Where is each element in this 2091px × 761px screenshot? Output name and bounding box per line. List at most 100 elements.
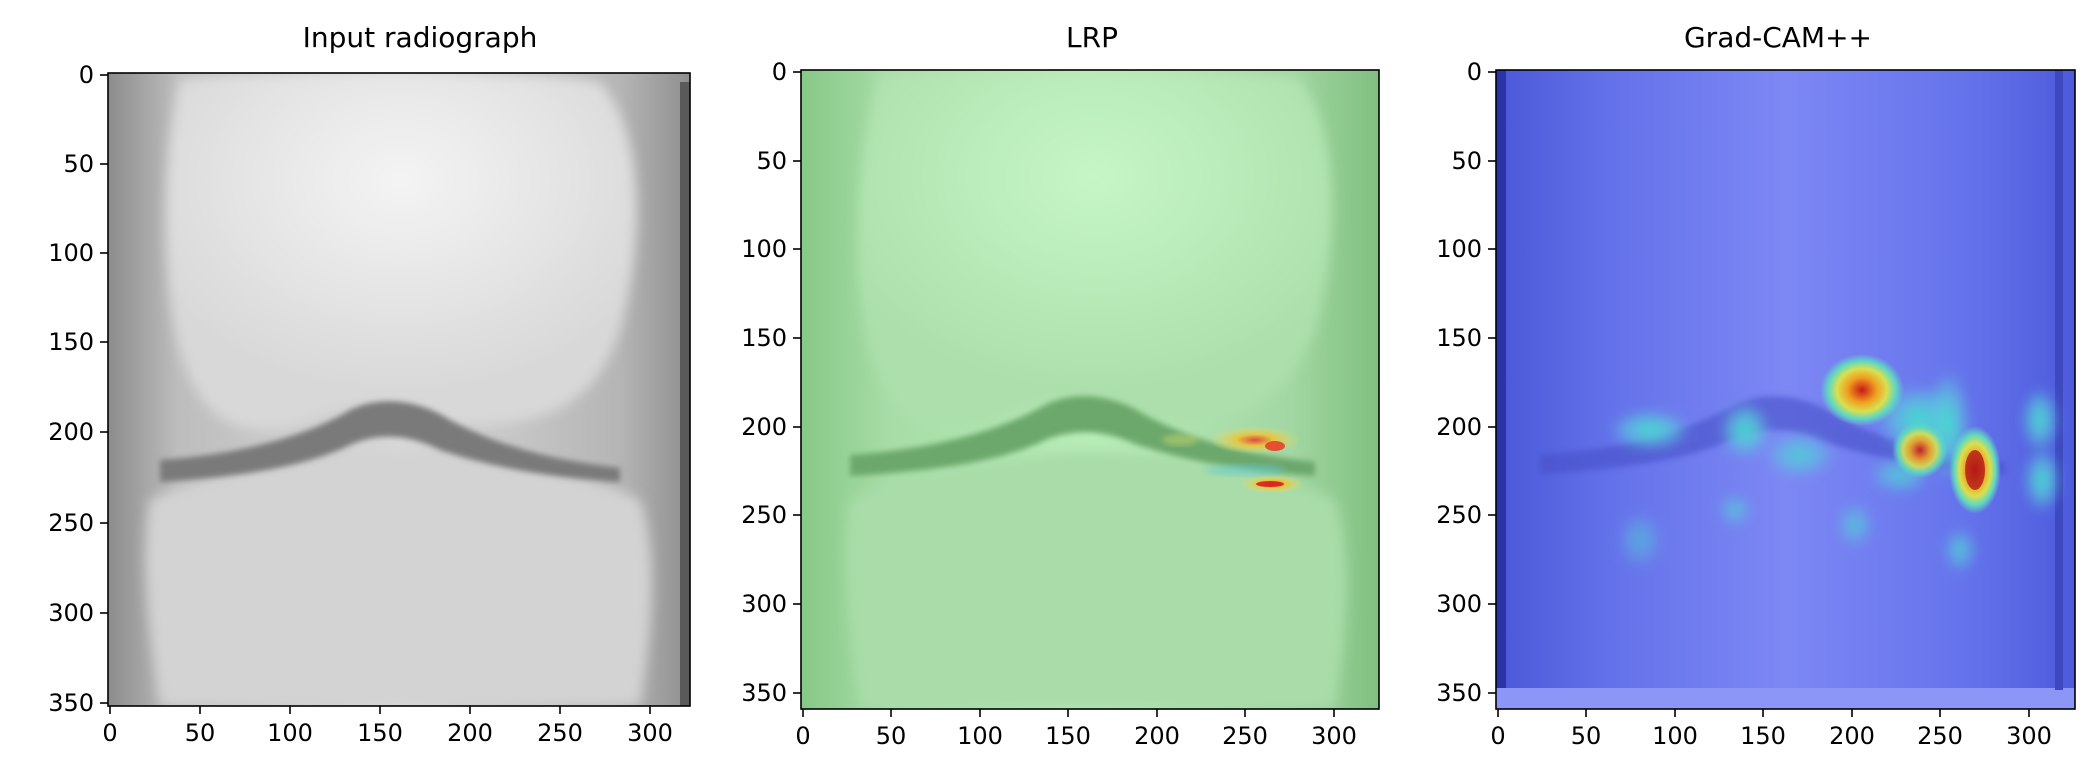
y-tick-label: 0	[79, 61, 94, 89]
y-axis: 0 50 100 150 200 250 300 350	[1436, 58, 1496, 707]
y-tick-label: 50	[63, 150, 94, 178]
y-tick-label: 300	[1436, 590, 1482, 618]
x-tick-300: 300	[2006, 709, 2052, 750]
y-tick-label: 350	[1436, 679, 1482, 707]
y-tick-250: 250	[741, 501, 801, 529]
x-axis: 0 50 100 150 200 250 300	[102, 706, 673, 747]
y-tick-label: 100	[1436, 235, 1482, 263]
x-axis: 0 50 100 150 200 250 300	[1490, 709, 2052, 750]
y-tick-200: 200	[48, 418, 108, 446]
x-tick-50: 50	[876, 709, 907, 750]
y-tick-200: 200	[741, 413, 801, 441]
x-tick-label: 50	[185, 719, 216, 747]
y-tick-0: 0	[79, 61, 108, 89]
y-tick-label: 150	[1436, 324, 1482, 352]
y-tick-label: 0	[1467, 58, 1482, 86]
y-tick-label: 50	[756, 147, 787, 175]
y-tick-350: 350	[48, 689, 108, 717]
y-tick-label: 350	[741, 679, 787, 707]
x-tick-label: 100	[267, 719, 313, 747]
x-tick-label: 200	[1829, 722, 1875, 750]
y-tick-150: 150	[48, 328, 108, 356]
y-tick-label: 50	[1451, 147, 1482, 175]
x-tick-label: 250	[537, 719, 583, 747]
y-tick-label: 250	[1436, 501, 1482, 529]
y-tick-300: 300	[48, 599, 108, 627]
y-axis: 0 50 100 150 200 250 300 350	[48, 61, 108, 717]
x-tick-250: 250	[1917, 709, 1963, 750]
y-tick-label: 200	[1436, 413, 1482, 441]
y-tick-300: 300	[741, 590, 801, 618]
x-tick-label: 150	[357, 719, 403, 747]
y-tick-350: 350	[1436, 679, 1496, 707]
x-tick-label: 300	[627, 719, 673, 747]
x-tick-label: 100	[957, 722, 1003, 750]
x-tick-label: 50	[1571, 722, 1602, 750]
y-tick-label: 350	[48, 689, 94, 717]
y-tick-50: 50	[756, 147, 801, 175]
x-tick-300: 300	[627, 706, 673, 747]
x-tick-label: 150	[1045, 722, 1091, 750]
x-tick-label: 50	[876, 722, 907, 750]
y-tick-label: 250	[48, 509, 94, 537]
panel-title: Input radiograph	[303, 21, 538, 54]
y-tick-label: 250	[741, 501, 787, 529]
y-tick-label: 300	[48, 599, 94, 627]
y-tick-250: 250	[48, 509, 108, 537]
x-tick-200: 200	[1829, 709, 1875, 750]
x-tick-50: 50	[1571, 709, 1602, 750]
y-tick-50: 50	[1451, 147, 1496, 175]
y-tick-label: 200	[741, 413, 787, 441]
x-tick-200: 200	[447, 706, 493, 747]
lrp-heatmap-image	[801, 70, 1379, 709]
y-tick-300: 300	[1436, 590, 1496, 618]
y-tick-label: 150	[741, 324, 787, 352]
panel-lrp: LRP 0 50 100 150 200 250 300 0 50	[741, 21, 1380, 750]
x-tick-250: 250	[1222, 709, 1268, 750]
x-tick-label: 0	[1490, 722, 1505, 750]
x-tick-label: 250	[1222, 722, 1268, 750]
x-tick-200: 200	[1134, 709, 1180, 750]
y-tick-150: 150	[1436, 324, 1496, 352]
y-tick-150: 150	[741, 324, 801, 352]
x-tick-label: 200	[1134, 722, 1180, 750]
x-tick-label: 150	[1740, 722, 1786, 750]
y-tick-100: 100	[741, 235, 801, 263]
x-tick-0: 0	[1490, 709, 1506, 750]
y-tick-0: 0	[1467, 58, 1496, 86]
y-tick-label: 150	[48, 328, 94, 356]
axes-frame	[800, 69, 1380, 710]
x-tick-label: 300	[2006, 722, 2052, 750]
x-tick-0: 0	[795, 709, 811, 750]
x-tick-label: 300	[1311, 722, 1357, 750]
y-tick-label: 100	[48, 239, 94, 267]
panel-input-radiograph: Input radiograph 0 50 100 150 200 250 30…	[48, 21, 691, 747]
y-tick-label: 200	[48, 418, 94, 446]
x-tick-label: 250	[1917, 722, 1963, 750]
x-tick-label: 0	[795, 722, 810, 750]
x-tick-0: 0	[102, 706, 118, 747]
x-tick-150: 150	[357, 706, 403, 747]
x-tick-250: 250	[537, 706, 583, 747]
x-axis: 0 50 100 150 200 250 300	[795, 709, 1357, 750]
y-tick-350: 350	[741, 679, 801, 707]
y-axis: 0 50 100 150 200 250 300 350	[741, 58, 801, 707]
axes-frame	[1495, 69, 2076, 710]
x-tick-50: 50	[185, 706, 216, 747]
x-tick-label: 200	[447, 719, 493, 747]
y-tick-250: 250	[1436, 501, 1496, 529]
y-tick-200: 200	[1436, 413, 1496, 441]
x-tick-300: 300	[1311, 709, 1357, 750]
x-tick-150: 150	[1740, 709, 1786, 750]
x-tick-label: 0	[102, 719, 117, 747]
y-tick-100: 100	[1436, 235, 1496, 263]
x-tick-label: 100	[1652, 722, 1698, 750]
radiograph-image	[108, 73, 690, 706]
y-tick-0: 0	[772, 58, 801, 86]
y-tick-label: 300	[741, 590, 787, 618]
y-tick-label: 0	[772, 58, 787, 86]
x-tick-100: 100	[957, 709, 1003, 750]
x-tick-150: 150	[1045, 709, 1091, 750]
x-tick-100: 100	[1652, 709, 1698, 750]
y-tick-label: 100	[741, 235, 787, 263]
